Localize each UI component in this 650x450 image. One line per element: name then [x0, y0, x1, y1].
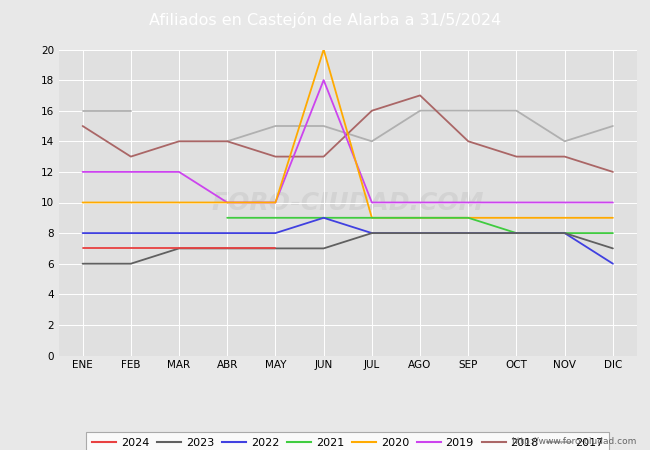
Text: FORO-CIUDAD.COM: FORO-CIUDAD.COM: [211, 190, 484, 215]
Text: http://www.foro-ciudad.com: http://www.foro-ciudad.com: [512, 436, 637, 446]
Text: Afiliados en Castejón de Alarba a 31/5/2024: Afiliados en Castejón de Alarba a 31/5/2…: [149, 12, 501, 28]
Legend: 2024, 2023, 2022, 2021, 2020, 2019, 2018, 2017: 2024, 2023, 2022, 2021, 2020, 2019, 2018…: [86, 432, 609, 450]
